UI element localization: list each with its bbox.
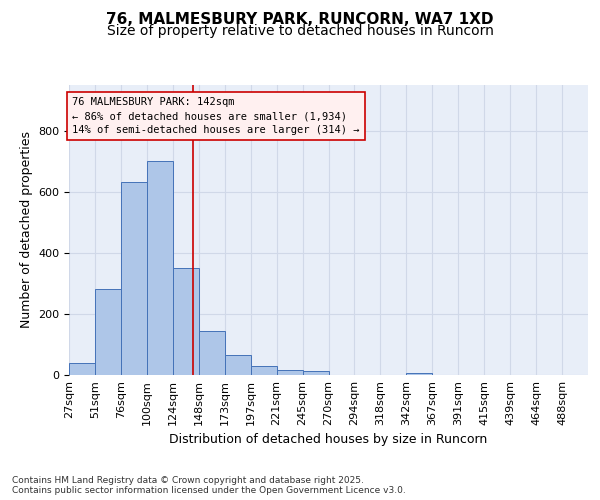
Bar <box>251 366 277 375</box>
Bar <box>199 332 224 375</box>
Bar <box>69 363 95 375</box>
Bar <box>225 355 251 375</box>
Bar <box>95 288 121 375</box>
X-axis label: Distribution of detached houses by size in Runcorn: Distribution of detached houses by size … <box>169 434 488 446</box>
Y-axis label: Number of detached properties: Number of detached properties <box>20 132 32 328</box>
Text: Size of property relative to detached houses in Runcorn: Size of property relative to detached ho… <box>107 24 493 38</box>
Text: 76, MALMESBURY PARK, RUNCORN, WA7 1XD: 76, MALMESBURY PARK, RUNCORN, WA7 1XD <box>106 12 494 28</box>
Text: 76 MALMESBURY PARK: 142sqm
← 86% of detached houses are smaller (1,934)
14% of s: 76 MALMESBURY PARK: 142sqm ← 86% of deta… <box>72 97 360 135</box>
Bar <box>147 162 173 375</box>
Bar <box>121 182 147 375</box>
Bar <box>302 372 329 375</box>
Bar <box>173 268 199 375</box>
Bar <box>406 374 432 375</box>
Bar <box>277 370 302 375</box>
Text: Contains HM Land Registry data © Crown copyright and database right 2025.
Contai: Contains HM Land Registry data © Crown c… <box>12 476 406 495</box>
